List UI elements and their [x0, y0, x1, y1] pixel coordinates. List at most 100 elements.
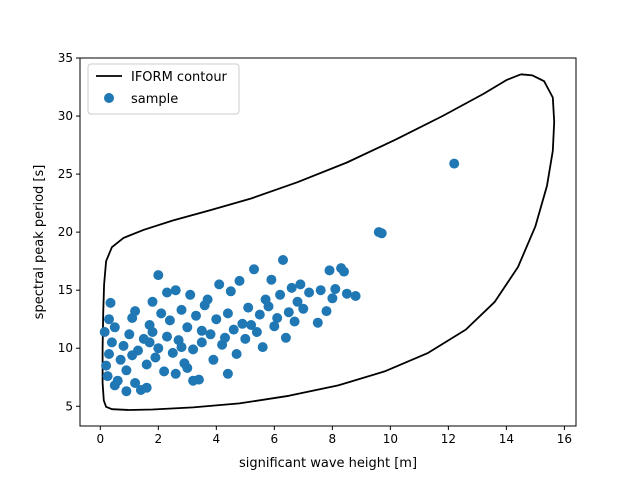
sample-point [254, 309, 265, 320]
sample-point [202, 294, 213, 305]
sample-point [350, 291, 361, 301]
sample-point [289, 316, 300, 327]
sample-point [141, 359, 152, 370]
sample-point [170, 285, 181, 296]
sample-point [141, 382, 152, 393]
sample-point [127, 350, 138, 361]
x-tick-label: 14 [499, 432, 514, 446]
x-tick-label: 0 [96, 432, 104, 446]
iform-contour-line [101, 73, 556, 411]
sample-point [234, 275, 245, 286]
x-tick-label: 8 [329, 432, 337, 446]
sample-point [196, 337, 207, 348]
y-tick-label: 25 [58, 167, 73, 181]
sample-point [121, 365, 132, 376]
sample-point [231, 349, 242, 359]
sample-point [147, 296, 158, 307]
sample-point [176, 342, 187, 353]
sample-point [144, 337, 155, 348]
sample-point [214, 279, 225, 290]
sample-point [150, 352, 161, 363]
sample-point [182, 322, 193, 333]
sample-point [170, 368, 181, 379]
sample-point [188, 375, 199, 386]
sample-point [164, 315, 175, 326]
sample-point [208, 354, 219, 365]
legend-marker-swatch [104, 93, 114, 103]
sample-point [211, 314, 222, 325]
sample-point [182, 363, 193, 373]
sample-point [153, 270, 164, 281]
sample-point [176, 304, 187, 315]
sample-point [272, 313, 283, 323]
x-axis-label: significant wave height [m] [239, 456, 417, 471]
sample-point [102, 371, 113, 382]
sample-point [162, 331, 172, 342]
y-tick-label: 30 [58, 109, 73, 123]
sample-point [246, 320, 257, 330]
sample-point [105, 297, 116, 308]
legend-box [87, 63, 240, 115]
sample-point [191, 310, 201, 321]
x-tick-label: 4 [213, 432, 221, 446]
sample-point [196, 325, 207, 336]
sample-point [321, 306, 332, 317]
sample-point [449, 158, 460, 169]
axes-frame [79, 57, 577, 427]
y-tick-label: 20 [58, 225, 73, 239]
y-tick-label: 15 [58, 283, 73, 297]
sample-point [115, 354, 126, 365]
sample-point [185, 289, 196, 300]
scatter-layer [99, 158, 460, 397]
sample-point [167, 347, 178, 358]
sample-point [286, 282, 297, 293]
sample-point [188, 344, 199, 355]
y-tick-label: 5 [65, 399, 73, 413]
sample-point [292, 296, 303, 307]
legend: IFORM contour sample [87, 63, 240, 115]
sample-point [269, 321, 280, 332]
sample-point [156, 308, 167, 319]
x-tick-label: 2 [154, 432, 162, 446]
y-axis-label: spectral peak period [s] [32, 165, 47, 320]
sample-point [304, 287, 315, 298]
sample-point [159, 366, 170, 377]
sample-point [228, 324, 239, 335]
sample-point [263, 301, 274, 312]
sample-point [153, 343, 164, 354]
sample-point [162, 287, 172, 298]
sample-point [121, 386, 132, 397]
sample-point [278, 255, 288, 265]
sample-point [280, 332, 291, 343]
sample-point [220, 332, 230, 343]
sample-point [130, 378, 141, 388]
sample-point [249, 264, 259, 275]
sample-point [376, 228, 387, 239]
sample-point [101, 360, 112, 371]
sample-point [106, 337, 117, 348]
sample-point [283, 307, 294, 318]
sample-point [124, 329, 135, 340]
x-tick-label: 10 [383, 432, 398, 446]
x-tick-label: 6 [271, 432, 279, 446]
y-tick-label: 35 [58, 51, 73, 65]
sample-point [225, 286, 236, 297]
sample-point [222, 308, 233, 319]
sample-point [257, 342, 268, 353]
sample-point [99, 327, 110, 337]
sample-point [118, 340, 129, 351]
sample-point [327, 293, 338, 304]
sample-point [237, 318, 248, 329]
x-tick-label: 16 [557, 432, 572, 446]
contour-layer [101, 73, 556, 411]
sample-point [298, 303, 309, 314]
sample-point [275, 289, 286, 300]
sample-point [147, 327, 158, 337]
sample-point [330, 284, 341, 294]
sample-point [315, 285, 326, 296]
sample-point [243, 302, 254, 313]
sample-point [205, 329, 216, 340]
sample-point [240, 333, 251, 344]
sample-point [339, 266, 349, 277]
sample-point [295, 279, 306, 290]
